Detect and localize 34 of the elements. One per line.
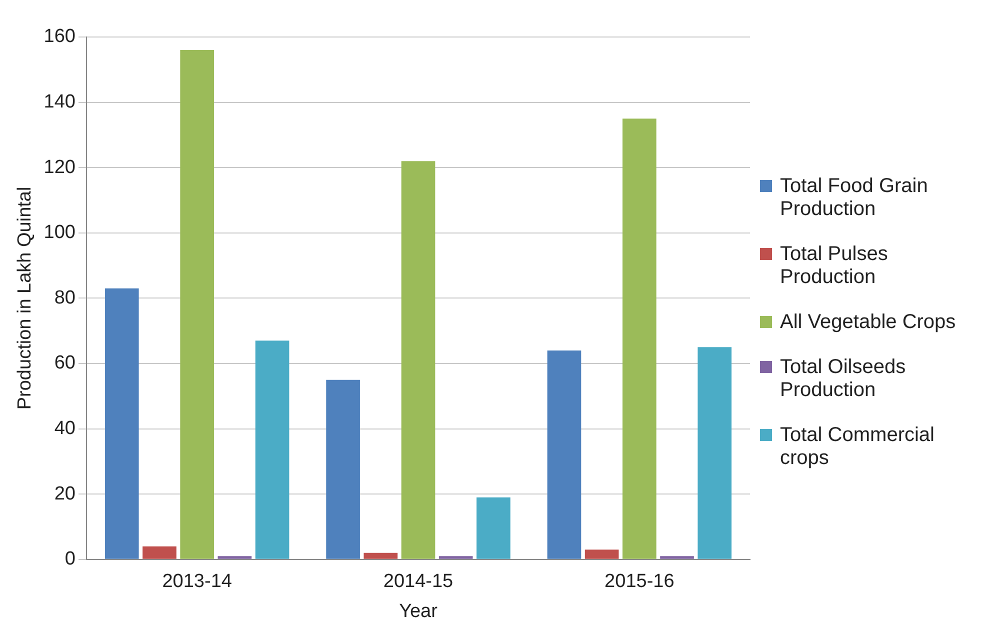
bar — [547, 350, 582, 559]
x-tick-label: 2014-15 — [383, 571, 454, 592]
x-tick-label: 2013-14 — [162, 571, 232, 592]
y-tick-label: 140 — [44, 92, 76, 113]
legend-label: Total Pulses Production — [780, 242, 889, 288]
y-tick-label: 60 — [54, 352, 76, 374]
bar — [698, 347, 732, 559]
y-tick-label: 80 — [54, 287, 76, 308]
bar — [476, 497, 510, 559]
legend-label: Total Food Grain Production — [780, 174, 929, 220]
bar — [660, 556, 694, 559]
bar — [622, 118, 656, 559]
y-tick-label: 20 — [54, 483, 76, 504]
y-tick-label: 0 — [64, 548, 76, 570]
bar — [326, 380, 360, 559]
legend-label: Total Commercial crops — [780, 424, 936, 470]
y-tick-label: 40 — [54, 418, 76, 440]
y-tick-label: 120 — [44, 156, 76, 178]
bar — [364, 552, 398, 559]
bar — [180, 50, 214, 559]
bar — [218, 556, 252, 559]
y-tick-label: 160 — [44, 26, 76, 48]
x-axis-title: Year — [399, 600, 438, 622]
legend-label: All Vegetable Crops — [780, 310, 956, 334]
bar — [104, 288, 139, 559]
y-tick-label: 100 — [44, 222, 76, 244]
bar — [142, 546, 176, 559]
bar — [438, 556, 473, 559]
x-tick-label: 2015-16 — [604, 571, 674, 592]
y-axis-title: Production in Lakh Quintal — [14, 186, 36, 410]
bar — [584, 550, 619, 559]
legend-label: Total Oilseeds Production — [780, 356, 907, 402]
bar — [401, 161, 436, 559]
bar — [255, 340, 290, 559]
